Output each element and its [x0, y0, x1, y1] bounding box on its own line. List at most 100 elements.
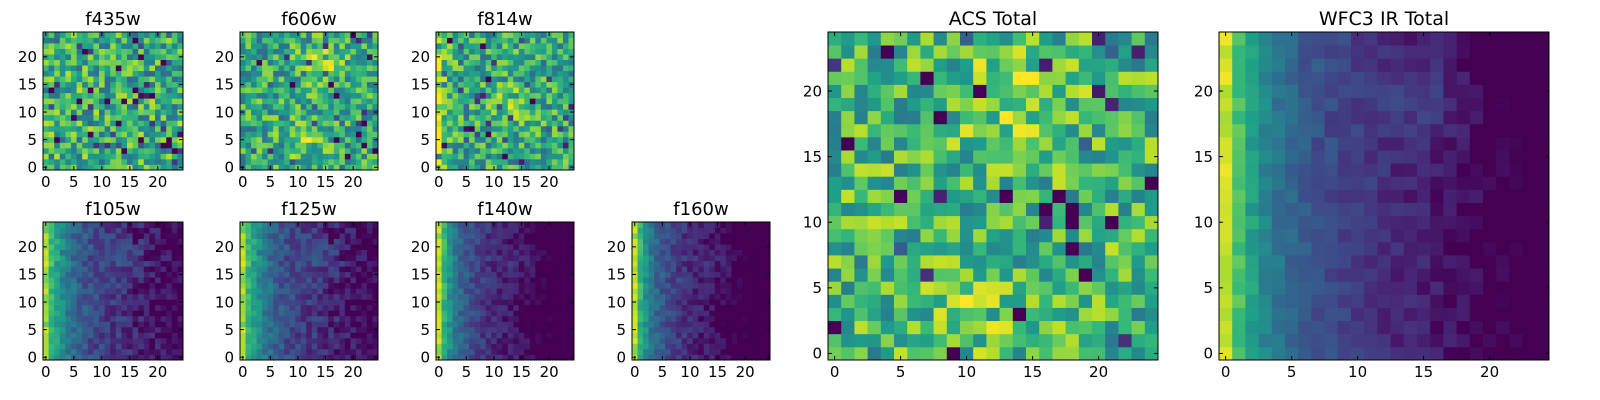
heatmap-cell — [551, 293, 558, 300]
heatmap-cell — [87, 255, 94, 262]
heatmap-cell — [513, 266, 520, 273]
heatmap-cell — [463, 131, 470, 138]
heatmap-cell — [361, 249, 368, 256]
heatmap-cell — [441, 142, 448, 149]
heatmap-cell — [692, 260, 699, 267]
heatmap-cell — [747, 271, 754, 278]
heatmap-cell — [361, 32, 368, 38]
heatmap-cell — [999, 241, 1014, 256]
heatmap-cell — [127, 260, 133, 267]
heatmap-cell — [557, 70, 564, 77]
heatmap-cell — [502, 227, 509, 234]
heatmap-cell — [546, 321, 553, 328]
y-tick-label: 0 — [420, 348, 430, 366]
heatmap-cell — [262, 142, 268, 149]
heatmap-cell — [692, 343, 699, 350]
heatmap-cell — [251, 59, 257, 66]
heatmap-cell — [643, 238, 649, 245]
heatmap-cell — [480, 244, 487, 250]
heatmap-cell — [76, 54, 83, 60]
heatmap-cell — [648, 249, 655, 256]
heatmap-cell — [714, 233, 721, 239]
heatmap-cell — [441, 54, 448, 60]
heatmap-cell — [524, 70, 531, 77]
heatmap-cell — [71, 326, 77, 333]
heatmap-cell — [841, 320, 855, 335]
heatmap-cell — [986, 268, 1000, 282]
heatmap-cell — [99, 233, 105, 239]
heatmap-cell — [361, 76, 368, 83]
heatmap-cell — [507, 103, 514, 110]
heatmap-cell — [562, 92, 569, 99]
heatmap-cell — [557, 54, 564, 60]
heatmap-cell — [262, 354, 268, 361]
heatmap-cell — [273, 81, 280, 88]
heatmap-cell — [300, 125, 307, 132]
heatmap-cell — [54, 70, 61, 77]
heatmap-cell — [59, 332, 66, 339]
heatmap-cell — [480, 114, 487, 121]
heatmap-cell — [764, 310, 771, 317]
heatmap-cell — [1052, 307, 1066, 322]
heatmap-cell — [447, 131, 453, 138]
heatmap-cell — [93, 43, 100, 49]
heatmap-cell — [82, 299, 89, 306]
heatmap-cell — [529, 92, 536, 99]
heatmap-cell — [273, 255, 280, 262]
heatmap-cell — [1026, 202, 1040, 217]
heatmap-cell — [132, 54, 139, 60]
heatmap-cell — [54, 348, 61, 355]
heatmap-cell — [507, 76, 514, 83]
heatmap-cell — [676, 238, 683, 245]
heatmap-cell — [441, 158, 448, 165]
heatmap-cell — [110, 238, 117, 245]
heatmap-cell — [306, 255, 313, 262]
heatmap-cell — [155, 304, 161, 311]
heatmap-cell — [469, 332, 476, 339]
heatmap-cell — [256, 266, 263, 273]
heatmap-cell — [344, 222, 351, 228]
heatmap-cell — [344, 332, 351, 339]
heatmap-cell — [138, 255, 145, 262]
heatmap-cell — [155, 293, 161, 300]
heatmap-cell — [245, 266, 252, 273]
heatmap-cell — [110, 343, 117, 350]
heatmap-cell — [295, 125, 302, 132]
heatmap-cell — [469, 321, 476, 328]
heatmap-cell — [99, 142, 105, 149]
heatmap-cell — [132, 343, 139, 350]
heatmap-cell — [160, 70, 167, 77]
heatmap-cell — [160, 321, 167, 328]
heatmap-cell — [659, 244, 666, 250]
heatmap-cell — [540, 249, 547, 256]
heatmap-cell — [524, 142, 531, 149]
heatmap-cell — [463, 233, 470, 239]
heatmap-cell — [513, 48, 520, 55]
heatmap-cell — [87, 142, 94, 149]
heatmap-cell — [546, 65, 553, 72]
heatmap-cell — [54, 147, 61, 154]
heatmap-cell — [720, 282, 727, 289]
heatmap-cell — [328, 299, 335, 306]
heatmap-cell — [742, 249, 749, 256]
heatmap-cell — [1118, 215, 1132, 230]
heatmap-cell — [841, 307, 855, 322]
heatmap-cell — [698, 266, 705, 273]
heatmap-cell — [132, 227, 139, 234]
heatmap-cell — [355, 76, 362, 83]
heatmap-cell — [284, 321, 291, 328]
heatmap-cell — [328, 70, 335, 77]
heatmap-cell — [648, 337, 655, 344]
heatmap-cell — [43, 114, 49, 121]
heatmap-cell — [171, 92, 178, 99]
heatmap-cell — [300, 337, 307, 344]
heatmap-cell — [1026, 307, 1040, 322]
heatmap-cell — [1012, 281, 1027, 295]
heatmap-cell — [366, 227, 373, 234]
heatmap-cell — [670, 249, 677, 256]
heatmap-cell — [65, 299, 72, 306]
heatmap-cell — [166, 255, 173, 262]
heatmap-cell — [278, 120, 285, 127]
heatmap-cell — [240, 87, 246, 94]
heatmap-cell — [76, 354, 83, 361]
